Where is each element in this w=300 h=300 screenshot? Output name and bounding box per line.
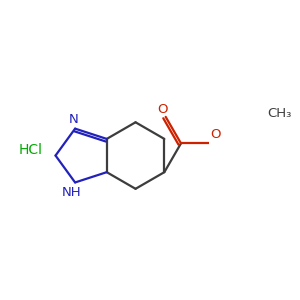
- Text: O: O: [210, 128, 221, 141]
- Text: CH₃: CH₃: [267, 107, 292, 120]
- Text: N: N: [69, 113, 79, 126]
- Text: O: O: [157, 103, 167, 116]
- Text: NH: NH: [62, 186, 81, 199]
- Text: HCl: HCl: [19, 143, 43, 157]
